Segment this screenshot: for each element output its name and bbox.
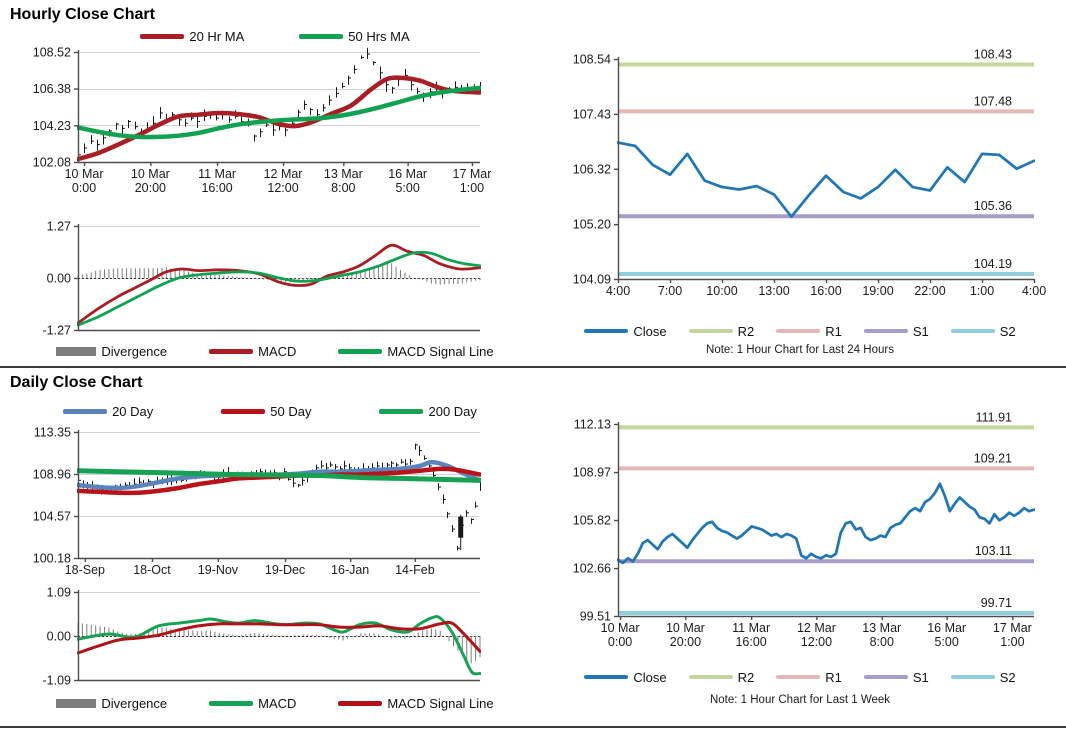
hourly-price-chart: [8, 42, 508, 202]
legend-item-macd: MACD: [209, 344, 296, 359]
legend-label: Divergence: [101, 343, 168, 359]
daily-ma-legend: 20 Day 50 Day 200 Day: [40, 402, 500, 420]
r1-swatch-icon: [776, 675, 821, 679]
hourly-macd-chart: [8, 214, 508, 338]
hourly-ma-legend: 20 Hr MA 50 Hrs MA: [60, 27, 490, 45]
legend-item-50hr-ma: 50 Hrs MA: [299, 28, 410, 44]
ma50-swatch-icon: [299, 33, 344, 39]
daily-macd-chart: [8, 584, 508, 688]
legend-label: 20 Day: [112, 403, 154, 419]
legend-label: 20 Hr MA: [189, 28, 245, 44]
legend-label: S1: [912, 669, 929, 685]
macd-signal-swatch-icon: [338, 348, 383, 354]
hourly-macd-legend: Divergence MACD MACD Signal Line: [56, 342, 494, 360]
note-24h: Note: 1 Hour Chart for Last 24 Hours: [706, 344, 894, 356]
legend-label: MACD: [258, 343, 297, 359]
legend-item-200day: 200 Day: [379, 403, 477, 419]
macd-signal-swatch-icon: [338, 700, 383, 706]
close-swatch-icon: [584, 329, 629, 333]
legend-item-50day: 50 Day: [221, 404, 311, 419]
pivot-week-legend: Close R2 R1 S1 S2: [560, 668, 1040, 686]
legend-item-macd: MACD: [209, 696, 296, 711]
legend-label: S2: [999, 669, 1016, 685]
legend-label: Divergence: [101, 695, 168, 711]
legend-label: R2: [737, 669, 755, 685]
legend-label: R1: [825, 669, 842, 685]
r1-swatch-icon: [776, 329, 821, 333]
legend-label: Close: [633, 669, 667, 685]
legend-item-r1: R1: [776, 324, 842, 339]
legend-label: R1: [825, 323, 842, 339]
legend-label: MACD: [258, 695, 297, 711]
hourly-section-title: Hourly Close Chart: [10, 6, 155, 23]
ma50d-swatch-icon: [221, 408, 266, 414]
r2-swatch-icon: [688, 329, 733, 333]
legend-item-macd-signal: MACD Signal Line: [338, 343, 494, 359]
legend-label: 50 Hrs MA: [348, 28, 410, 44]
legend-label: MACD Signal Line: [387, 695, 494, 711]
legend-item-20hr-ma: 20 Hr MA: [140, 29, 244, 44]
daily-macd-legend: Divergence MACD MACD Signal Line: [56, 694, 494, 712]
legend-item-divergence: Divergence: [56, 696, 167, 711]
divergence-swatch-icon: [56, 698, 97, 708]
pivot-24h-chart: [540, 45, 1060, 313]
legend-item-close: Close: [584, 323, 667, 339]
legend-item-r2: R2: [688, 323, 755, 339]
legend-item-close: Close: [584, 669, 667, 685]
s2-swatch-icon: [950, 329, 995, 333]
section-divider: [0, 366, 1066, 368]
legend-item-macd-signal: MACD Signal Line: [338, 695, 494, 711]
legend-label: Close: [633, 323, 667, 339]
ma200d-swatch-icon: [379, 408, 424, 414]
pivot-week-chart: [540, 408, 1060, 660]
legend-item-s1: S1: [863, 669, 929, 685]
legend-item-s2: S2: [950, 669, 1016, 685]
s1-swatch-icon: [863, 675, 908, 679]
macd-swatch-icon: [209, 348, 254, 354]
legend-label: R2: [737, 323, 755, 339]
close-swatch-icon: [584, 675, 629, 679]
legend-label: MACD Signal Line: [387, 343, 494, 359]
ma20d-swatch-icon: [63, 408, 108, 414]
legend-item-20day: 20 Day: [63, 404, 153, 419]
ma20-swatch-icon: [140, 33, 185, 39]
bottom-divider: [0, 726, 1066, 728]
legend-label: S2: [999, 323, 1016, 339]
legend-item-r1: R1: [776, 670, 842, 685]
legend-item-r2: R2: [688, 669, 755, 685]
daily-price-chart: [8, 418, 508, 584]
legend-item-divergence: Divergence: [56, 344, 167, 359]
s2-swatch-icon: [950, 675, 995, 679]
legend-item-s1: S1: [863, 323, 929, 339]
macd-swatch-icon: [209, 700, 254, 706]
legend-label: S1: [912, 323, 929, 339]
daily-section-title: Daily Close Chart: [10, 374, 143, 391]
legend-label: 200 Day: [428, 403, 477, 419]
r2-swatch-icon: [688, 675, 733, 679]
s1-swatch-icon: [863, 329, 908, 333]
legend-item-s2: S2: [950, 323, 1016, 339]
pivot-24h-legend: Close R2 R1 S1 S2: [560, 322, 1040, 340]
divergence-swatch-icon: [56, 346, 97, 356]
legend-label: 50 Day: [270, 403, 312, 419]
note-week: Note: 1 Hour Chart for Last 1 Week: [709, 694, 891, 706]
